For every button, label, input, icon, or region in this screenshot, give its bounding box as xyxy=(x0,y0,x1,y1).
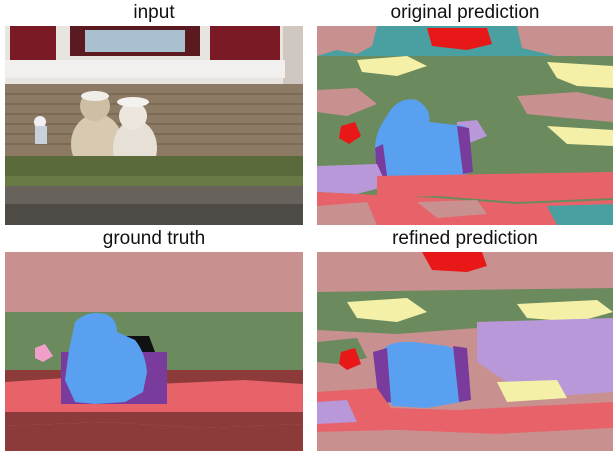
input-photo xyxy=(5,26,303,225)
original-prediction-map xyxy=(317,26,613,225)
refined-prediction-map xyxy=(317,252,613,451)
caption-input: input xyxy=(133,2,175,23)
caption-original-prediction: original prediction xyxy=(390,2,540,23)
caption-refined-prediction: refined prediction xyxy=(392,228,538,249)
ground-truth-map xyxy=(5,252,303,451)
caption-ground-truth: ground truth xyxy=(102,228,206,249)
